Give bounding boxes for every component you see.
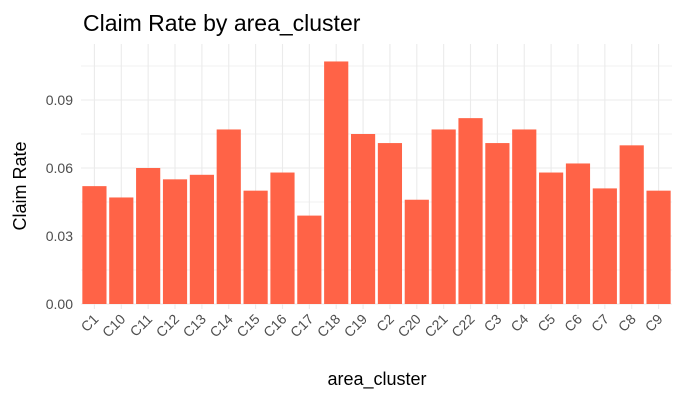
y-axis-tick-labels: 0.00 0.03 0.06 0.09: [46, 92, 73, 312]
bar-C9: [646, 190, 671, 304]
x-tick-label: C22: [448, 311, 478, 341]
y-tick-label: 0.03: [46, 228, 73, 244]
bar-C1: [82, 186, 107, 304]
bar-C10: [109, 197, 134, 304]
bar-C20: [404, 199, 429, 304]
y-tick-label: 0.09: [46, 92, 73, 108]
bar-C16: [270, 172, 295, 304]
x-tick-label: C18: [314, 311, 344, 341]
x-tick-label: C2: [373, 311, 397, 335]
x-tick-label: C5: [534, 311, 558, 335]
x-tick-label: C20: [394, 311, 424, 341]
bar-C19: [350, 134, 376, 304]
bar-C12: [162, 179, 188, 304]
bar-C3: [485, 143, 510, 304]
x-tick-label: C21: [421, 311, 451, 341]
x-tick-label: C13: [180, 311, 210, 341]
x-tick-label: C19: [341, 311, 371, 341]
x-tick-label: C1: [78, 311, 102, 335]
bar-C8: [619, 145, 644, 304]
x-tick-label: C9: [642, 311, 666, 335]
bar-C4: [512, 129, 537, 304]
chart-title: Claim Rate by area_cluster: [83, 10, 361, 36]
y-tick-label: 0.06: [46, 160, 73, 176]
bars: [82, 61, 671, 304]
bar-C2: [377, 143, 403, 304]
bar-C11: [136, 168, 161, 304]
x-tick-label: C11: [127, 311, 156, 340]
bar-C6: [565, 163, 591, 304]
y-axis-title: Claim Rate: [10, 141, 30, 230]
x-tick-label: C7: [588, 311, 612, 335]
x-tick-label: C16: [260, 311, 290, 341]
bar-C17: [297, 215, 322, 304]
x-tick-label: C3: [481, 311, 505, 335]
x-tick-label: C12: [153, 311, 183, 341]
x-tick-label: C17: [287, 311, 317, 341]
x-tick-label: C6: [561, 311, 585, 335]
bar-C22: [458, 118, 483, 304]
bar-C15: [243, 190, 268, 304]
y-tick-label: 0.00: [46, 296, 73, 312]
bar-C18: [324, 61, 349, 304]
bar-C5: [539, 172, 564, 304]
bar-C14: [216, 129, 241, 304]
x-tick-label: C14: [206, 311, 236, 341]
x-tick-label: C10: [99, 311, 129, 341]
bar-C13: [189, 174, 214, 304]
x-axis-title: area_cluster: [327, 369, 426, 390]
x-tick-label: C8: [615, 311, 639, 335]
x-tick-label: C4: [507, 311, 531, 335]
bar-C21: [431, 129, 456, 304]
x-tick-label: C15: [233, 311, 263, 341]
bar-C7: [592, 188, 617, 304]
